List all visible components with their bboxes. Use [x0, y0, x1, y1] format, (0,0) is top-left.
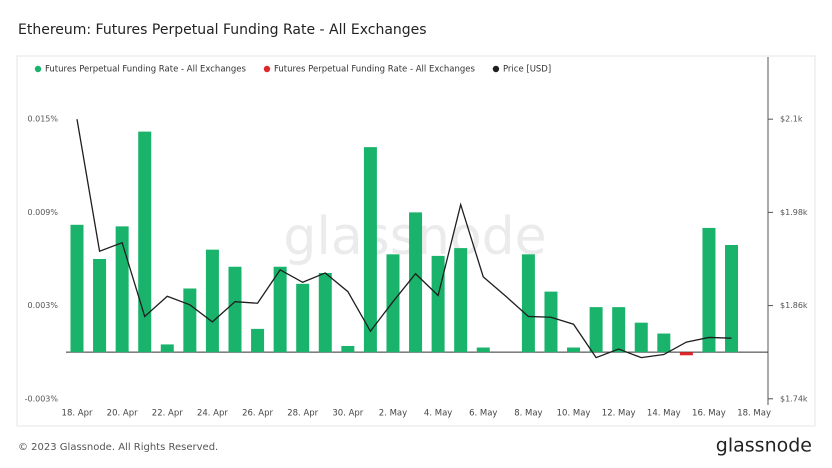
x-tick-label: 20. Apr — [107, 409, 138, 419]
bar — [679, 352, 693, 356]
x-tick-label: 24. Apr — [197, 409, 228, 419]
y2-tick-label: $1.86k — [780, 301, 808, 310]
bar — [612, 307, 626, 353]
x-tick-label: 4. May — [424, 409, 452, 419]
x-tick-label: 10. May — [557, 409, 591, 419]
bar — [725, 245, 739, 353]
legend-label: Futures Perpetual Funding Rate - All Exc… — [274, 65, 476, 75]
x-tick-label: 26. Apr — [242, 409, 273, 419]
bar — [657, 333, 671, 353]
bar — [567, 347, 581, 353]
bar — [454, 248, 468, 353]
x-tick-label: 2. May — [379, 409, 407, 419]
bar — [431, 255, 445, 353]
legend-swatch — [492, 65, 500, 73]
y-tick-label: 0.015% — [27, 115, 58, 124]
bar — [205, 249, 219, 353]
plot-frame — [16, 55, 816, 427]
y2-tick-label: $1.74k — [780, 394, 808, 403]
legend-label: Price [USD] — [503, 65, 551, 75]
y2-tick-label: $2.1k — [780, 115, 803, 124]
bar — [521, 254, 535, 353]
bar — [138, 131, 152, 353]
bar — [183, 288, 197, 353]
bar — [115, 226, 129, 353]
bar — [341, 345, 355, 353]
x-tick-label: 18. May — [737, 409, 771, 419]
x-tick-label: 28. Apr — [287, 409, 318, 419]
x-tick-label: 30. Apr — [332, 409, 363, 419]
bar — [93, 258, 107, 353]
y-tick-label: 0.003% — [27, 301, 58, 310]
legend-swatch — [34, 65, 42, 73]
legend-label: Futures Perpetual Funding Rate - All Exc… — [45, 65, 247, 75]
y-tick-label: -0.003% — [25, 394, 59, 403]
x-tick-label: 18. Apr — [62, 409, 93, 419]
bar — [70, 224, 84, 353]
bar — [318, 272, 332, 353]
x-tick-label: 6. May — [469, 409, 497, 419]
bar — [386, 254, 400, 353]
bar — [296, 283, 310, 353]
bar — [160, 344, 174, 353]
bar — [363, 147, 377, 353]
legend-swatch — [263, 65, 271, 73]
bar — [251, 328, 265, 353]
y-tick-label: 0.009% — [27, 208, 58, 217]
bar — [273, 266, 287, 353]
bar — [476, 347, 490, 353]
x-tick-label: 12. May — [602, 409, 636, 419]
logo: glassnode — [716, 435, 812, 457]
x-tick-label: 22. Apr — [152, 409, 183, 419]
x-tick-label: 8. May — [514, 409, 542, 419]
bar — [228, 266, 242, 353]
bar — [409, 212, 423, 353]
bar — [702, 227, 716, 353]
price-line — [76, 119, 732, 359]
x-tick-label: 14. May — [647, 409, 681, 419]
chart-title: Ethereum: Futures Perpetual Funding Rate… — [18, 22, 427, 38]
bar — [634, 322, 648, 353]
y2-tick-label: $1.98k — [780, 208, 808, 217]
bar — [589, 307, 603, 353]
x-tick-label: 16. May — [692, 409, 726, 419]
footer: © 2023 Glassnode. All Rights Reserved. — [18, 442, 218, 453]
bar — [544, 291, 558, 353]
